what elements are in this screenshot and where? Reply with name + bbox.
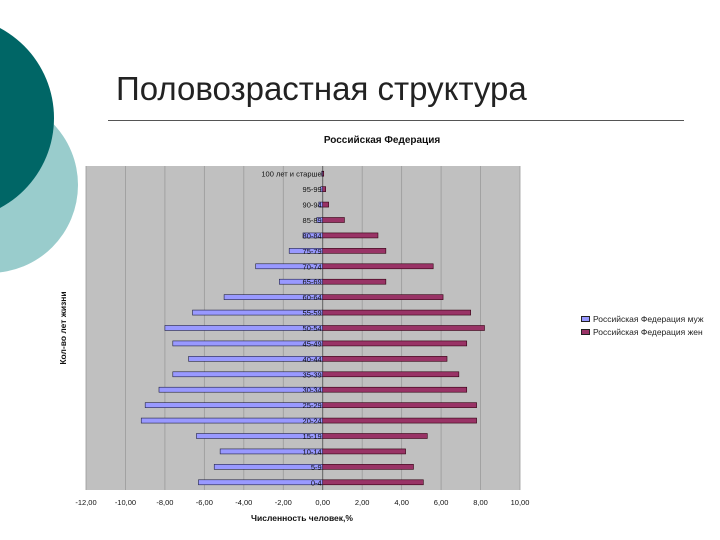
bar-female	[322, 232, 379, 239]
bar-female	[322, 325, 485, 331]
category-label: 50-54	[303, 324, 322, 333]
x-tick-label: -10,00	[115, 498, 136, 507]
bar-male	[172, 340, 324, 347]
bar-male	[172, 371, 324, 378]
bar-male	[164, 325, 324, 331]
category-label: 10-14	[303, 447, 322, 456]
bar-male	[198, 479, 324, 486]
category-label: 55-59	[303, 309, 322, 318]
bar-female	[322, 170, 325, 177]
category-label: 5-9	[311, 463, 322, 472]
x-tick-label: 8,00	[473, 498, 488, 507]
x-tick-label: 6,00	[434, 498, 449, 507]
category-label: 90-94	[303, 201, 322, 210]
category-label: 15-19	[303, 432, 322, 441]
x-tick-label: 2,00	[355, 498, 370, 507]
slide-title: Половозрастная структура	[116, 70, 527, 107]
x-tick-label: -12,00	[75, 498, 96, 507]
category-label: 40-44	[303, 355, 322, 364]
bar-female	[322, 371, 460, 378]
bar-female	[322, 356, 448, 362]
legend-item-male: Российская Федерация муж	[581, 312, 704, 325]
bar-male	[140, 417, 324, 424]
bar-female	[322, 479, 424, 486]
x-tick-label: -4,00	[235, 498, 252, 507]
category-label: 30-34	[303, 386, 322, 395]
bar-female	[322, 386, 468, 393]
chart-x-tick-labels: -12,00 -10,00 -8,00 -6,00 -4,00 -2,00 0,00 2,00…	[75, 498, 529, 507]
category-label: 85-89	[303, 216, 322, 225]
title-divider	[108, 120, 684, 121]
chart-y-axis-label: Кол-во лет жизни	[58, 291, 68, 364]
chart-bars	[140, 170, 485, 486]
category-label: 80-84	[303, 231, 322, 240]
chart-title: Российская Федерация	[324, 135, 441, 146]
bar-female	[322, 248, 387, 254]
category-label: 0-4	[311, 478, 322, 487]
category-label: 75-79	[303, 247, 322, 256]
category-label: 95-99	[303, 185, 322, 194]
bar-female	[322, 278, 387, 285]
bar-female	[322, 448, 406, 455]
bar-female	[322, 217, 345, 223]
category-label: 65-69	[303, 278, 322, 287]
category-label: 45-49	[303, 339, 322, 348]
x-tick-label: -8,00	[156, 498, 173, 507]
category-label: 25-29	[303, 401, 322, 410]
x-tick-label: -2,00	[275, 498, 292, 507]
bar-male	[158, 386, 324, 393]
chart-x-axis-label: Численность человек,%	[251, 513, 353, 523]
category-label: 60-64	[303, 293, 322, 302]
x-tick-label: -6,00	[196, 498, 213, 507]
bar-female	[322, 340, 468, 347]
bar-female	[322, 417, 477, 424]
legend-label-male: Российская Федерация муж	[593, 313, 704, 324]
bar-female	[322, 294, 444, 300]
bar-male	[213, 464, 324, 470]
bar-male	[144, 402, 324, 408]
bar-female	[322, 433, 428, 439]
bar-female	[322, 201, 329, 208]
category-label: 35-39	[303, 370, 322, 379]
chart-legend: Российская Федерация муж Российская Феде…	[581, 312, 704, 338]
x-tick-label: 10,00	[511, 498, 530, 507]
legend-item-female: Российская Федерация жен	[581, 325, 704, 338]
legend-label-female: Российская Федерация жен	[593, 326, 703, 337]
legend-swatch-male	[581, 315, 590, 322]
x-tick-label: 0,00	[315, 498, 330, 507]
decor-circle-dark	[0, 28, 54, 208]
bar-female	[322, 263, 434, 270]
category-label: 20-24	[303, 417, 322, 426]
bar-female	[322, 464, 414, 470]
category-label: 70-74	[303, 262, 322, 271]
x-tick-label: 4,00	[394, 498, 409, 507]
bar-female	[322, 186, 326, 192]
chart-category-labels: 100 лет и старше 95-99 90-94 85-89 80-84 75-7…	[261, 170, 321, 488]
bar-female	[322, 309, 471, 316]
legend-swatch-female	[581, 328, 590, 335]
category-label: 100 лет и старше	[261, 170, 321, 179]
bar-female	[322, 402, 477, 408]
decorative-circles	[0, 28, 78, 273]
